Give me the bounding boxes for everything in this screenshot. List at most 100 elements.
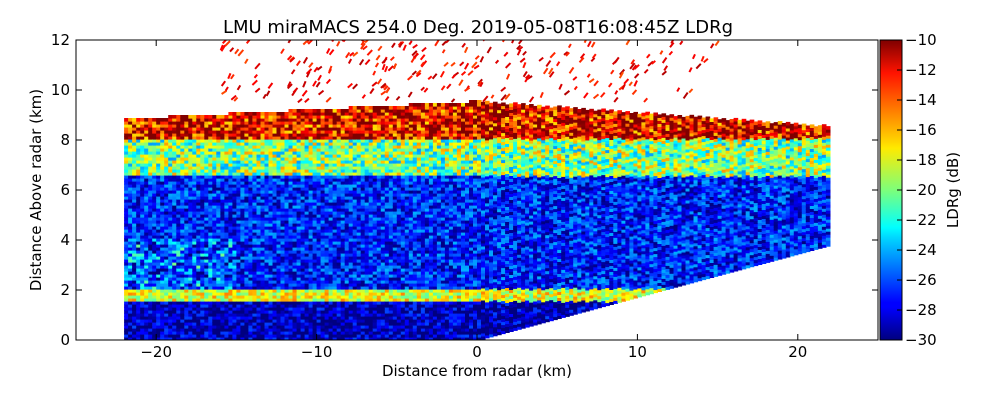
pixel-cell [128, 121, 133, 125]
pixel-cell [168, 298, 173, 302]
pixel-cell [260, 304, 266, 308]
pixel-cell [252, 157, 257, 161]
pixel-cell [188, 172, 193, 176]
pixel-cell [244, 241, 249, 245]
pixel-cell [244, 205, 249, 209]
pixel-cell [292, 271, 298, 275]
pixel-cell [228, 265, 233, 269]
pixel-cell [280, 283, 286, 287]
pixel-cell [188, 235, 193, 239]
pixel-cell [288, 283, 294, 287]
pixel-cell [256, 163, 262, 167]
pixel-cell [200, 238, 205, 242]
pixel-cell [184, 166, 189, 170]
pixel-cell [224, 127, 229, 131]
pixel-cell [136, 247, 141, 251]
pixel-cell [164, 295, 169, 299]
pixel-cell [224, 325, 229, 329]
pixel-cell [244, 157, 249, 161]
pixel-cell [128, 160, 133, 164]
pixel-cell [188, 268, 193, 272]
pixel-cell [264, 184, 270, 188]
pixel-cell [220, 244, 225, 248]
pixel-cell [156, 181, 161, 185]
pixel-cell [180, 127, 185, 131]
pixel-cell [160, 277, 165, 281]
pixel-cell [248, 325, 253, 329]
pixel-cell [244, 265, 249, 269]
pixel-cell [288, 271, 294, 275]
pixel-cell [200, 154, 205, 158]
pixel-cell [192, 280, 197, 284]
pixel-cell [268, 262, 274, 266]
pixel-cell [272, 172, 278, 176]
pixel-cell [288, 211, 294, 215]
pixel-cell [168, 262, 173, 266]
pixel-cell [208, 166, 213, 170]
pixel-cell [172, 169, 177, 173]
pixel-cell [200, 124, 205, 128]
pixel-cell [252, 169, 257, 173]
pixel-cell [208, 295, 213, 299]
pixel-cell [288, 301, 294, 305]
pixel-cell [156, 241, 161, 245]
pixel-cell [200, 145, 205, 149]
pixel-cell [180, 133, 185, 137]
pixel-cell [164, 172, 169, 176]
pixel-cell [292, 109, 298, 113]
pixel-cell [136, 226, 141, 230]
pixel-cell [168, 256, 173, 260]
pixel-cell [288, 241, 294, 245]
pixel-cell [240, 169, 245, 173]
pixel-cell [124, 286, 129, 290]
pixel-cell [236, 121, 241, 125]
pixel-cell [288, 124, 294, 128]
pixel-cell [224, 142, 229, 146]
pixel-cell [160, 172, 165, 176]
pixel-cell [276, 112, 282, 116]
pixel-cell [172, 124, 177, 128]
pixel-cell [128, 229, 133, 233]
pixel-cell [232, 151, 237, 155]
pixel-cell [172, 184, 177, 188]
pixel-cell [128, 193, 133, 197]
pixel-cell [148, 268, 153, 272]
pixel-cell [188, 217, 193, 221]
pixel-cell [152, 265, 157, 269]
pixel-cell [200, 280, 205, 284]
pixel-cell [236, 259, 241, 263]
pixel-cell [144, 130, 149, 134]
pixel-cell [260, 310, 266, 314]
pixel-cell [272, 214, 278, 218]
pixel-cell [232, 247, 237, 251]
pixel-cell [128, 298, 133, 302]
pixel-cell [224, 253, 229, 257]
pixel-cell [292, 298, 298, 302]
pixel-cell [152, 184, 157, 188]
pixel-cell [176, 301, 181, 305]
pixel-cell [252, 319, 257, 323]
pixel-cell [220, 277, 225, 281]
pixel-cell [160, 223, 165, 227]
pixel-cell [264, 253, 270, 257]
pixel-cell [228, 337, 233, 340]
pixel-cell [176, 265, 181, 269]
pixel-cell [132, 148, 137, 152]
pixel-cell [212, 211, 217, 215]
pixel-cell [124, 328, 129, 332]
pixel-cell [128, 196, 133, 200]
pixel-cell [240, 268, 245, 272]
pixel-cell [288, 256, 294, 260]
pixel-cell [256, 214, 262, 218]
pixel-cell [268, 307, 274, 311]
pixel-cell [128, 154, 133, 158]
pixel-cell [192, 193, 197, 197]
pixel-cell [272, 250, 278, 254]
pixel-cell [196, 178, 201, 182]
pixel-cell [232, 337, 237, 340]
pixel-cell [152, 124, 157, 128]
pixel-cell [128, 169, 133, 173]
pixel-cell [200, 229, 205, 233]
pixel-cell [180, 307, 185, 311]
pixel-cell [148, 271, 153, 275]
